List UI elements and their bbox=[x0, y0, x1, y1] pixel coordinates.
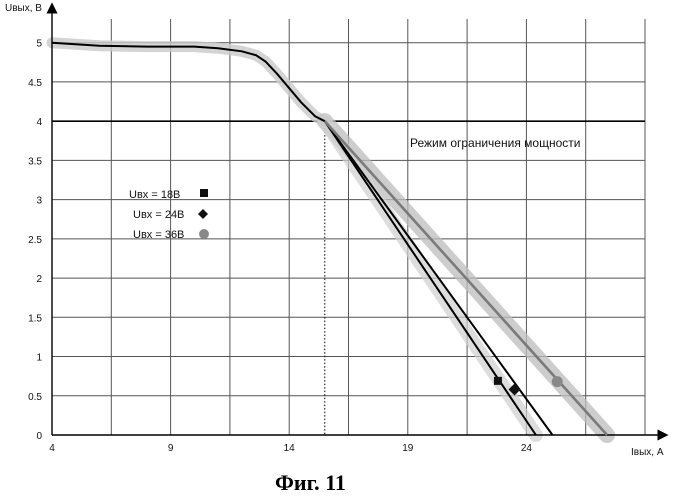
y-tick-label: 3.5 bbox=[28, 156, 42, 167]
tick-labels: 0 0.5 1 1.5 2 2.5 3 3.5 4 4.5 5 4 9 14 19 24 bbox=[28, 39, 532, 454]
y-tick-label: 3 bbox=[36, 196, 42, 207]
x-axis-title: Iвых, А bbox=[631, 447, 664, 458]
y-axis-title: Uвых, В bbox=[5, 3, 42, 14]
legend-label-24v: Uвх = 24В bbox=[133, 209, 184, 221]
figure-caption: Фиг. 11 bbox=[275, 470, 346, 495]
x-tick-label: 19 bbox=[402, 443, 414, 454]
series-marker-square bbox=[494, 377, 502, 385]
legend: Uвх = 18В Uвх = 24В Uвх = 36В bbox=[129, 189, 209, 241]
power-limit-annotation: Режим ограничения мощности bbox=[410, 136, 580, 150]
legend-label-36v: Uвх = 36В bbox=[133, 229, 184, 241]
y-tick-label: 1 bbox=[36, 353, 42, 364]
y-tick-label: 1.5 bbox=[28, 313, 42, 324]
y-tick-label: 2 bbox=[36, 274, 42, 285]
y-tick-label: 5 bbox=[36, 39, 42, 50]
y-tick-label: 0.5 bbox=[28, 392, 42, 403]
x-tick-label: 9 bbox=[168, 443, 174, 454]
legend-label-18v: Uвх = 18В bbox=[129, 189, 180, 201]
x-tick-label: 4 bbox=[49, 443, 55, 454]
x-tick-label: 14 bbox=[284, 443, 296, 454]
y-tick-label: 4.5 bbox=[28, 78, 42, 89]
legend-square-marker bbox=[200, 189, 208, 197]
y-tick-label: 2.5 bbox=[28, 235, 42, 246]
x-tick-label: 24 bbox=[521, 443, 533, 454]
y-tick-label: 0 bbox=[36, 431, 42, 442]
series-marker-circle bbox=[552, 376, 563, 387]
axes bbox=[52, 8, 663, 435]
legend-diamond-marker bbox=[198, 209, 208, 219]
y-tick-label: 4 bbox=[36, 117, 42, 128]
legend-circle-marker bbox=[199, 229, 209, 239]
